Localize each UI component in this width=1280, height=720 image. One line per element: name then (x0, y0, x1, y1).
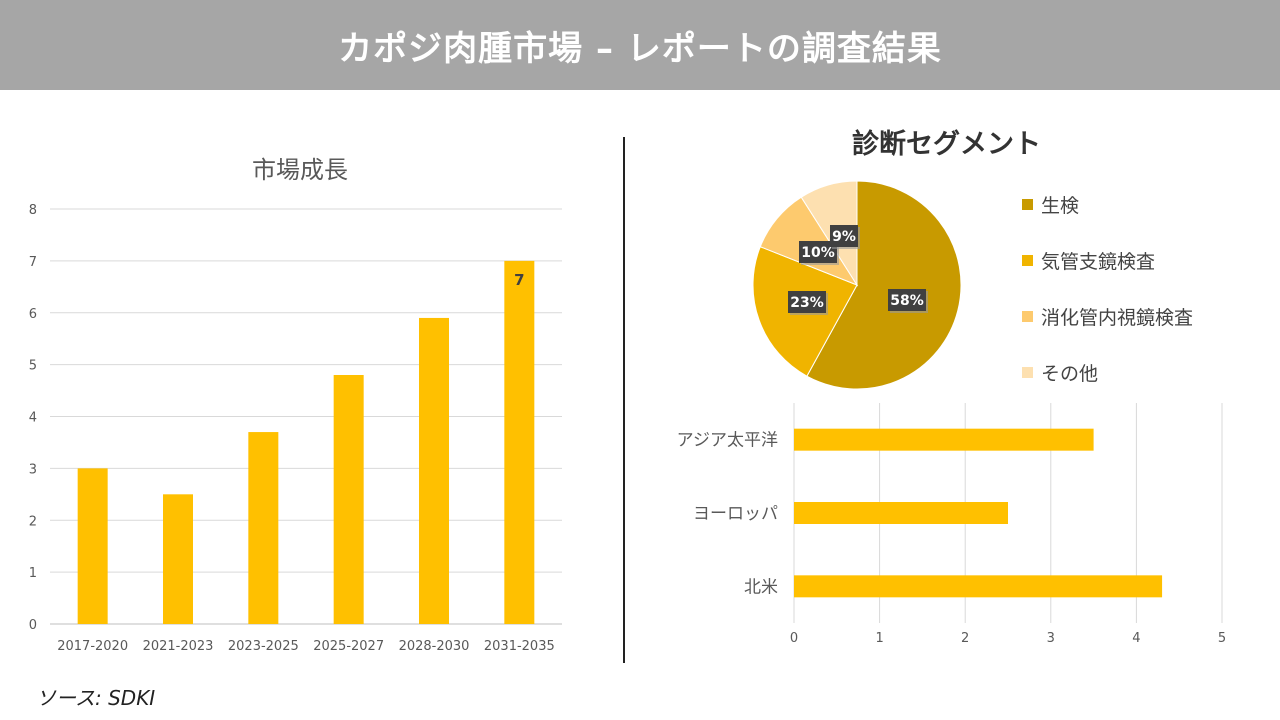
legend-label: 気管支鏡検査 (1041, 250, 1156, 273)
y-category-label: ヨーロッパ (693, 504, 778, 524)
y-tick-label: 4 (29, 411, 37, 426)
x-tick-label: 1 (875, 631, 883, 646)
y-category-label: アジア太平洋 (677, 431, 778, 451)
pie-data-label: 9% (832, 229, 856, 245)
x-tick-label: 2025-2027 (313, 639, 384, 654)
y-tick-label: 8 (29, 203, 37, 218)
legend-item: 消化管内視鏡検査 (1022, 302, 1193, 330)
growth-chart-title: 市場成長 (252, 156, 348, 184)
market-growth-chart: 市場成長 0 1 2 3 4 5 6 7 8 2017-2020 2021-2023 2023-202… (29, 156, 562, 654)
source-note: ソース: SDKI (36, 686, 156, 710)
x-tick-label: 0 (790, 631, 798, 646)
bar-2023-2025 (248, 432, 279, 624)
bar-2028-2030 (419, 317, 449, 624)
legend-swatch (1022, 254, 1033, 266)
legend-swatch (1022, 366, 1033, 378)
x-tick-label: 5 (1218, 631, 1226, 646)
bar-2017-2020 (77, 468, 108, 624)
legend-label: 消化管内視鏡検査 (1041, 306, 1194, 329)
pie-data-label: 58% (890, 293, 924, 309)
legend-label: 生検 (1041, 194, 1080, 217)
x-tick-label: 2031-2035 (484, 639, 555, 654)
pie-data-label: 23% (790, 295, 824, 311)
pie-slice-生検 (806, 180, 962, 390)
legend-item: 生検 (1022, 190, 1193, 218)
bar-ヨーロッパ (794, 502, 1008, 524)
data-label-box (788, 291, 826, 313)
y-category-label: 北米 (744, 577, 778, 597)
bar-data-label: 7 (514, 271, 524, 289)
y-tick-label: 1 (29, 566, 37, 581)
data-label-box (799, 241, 837, 263)
bar-アジア太平洋 (794, 428, 1094, 451)
y-tick-label: 5 (29, 359, 37, 374)
legend-swatch (1022, 310, 1033, 322)
x-tick-label: 2021-2023 (143, 639, 214, 654)
x-tick-label: 4 (1132, 631, 1140, 646)
pie-slice-その他 (800, 180, 858, 287)
y-tick-label: 7 (29, 255, 37, 270)
bar-北米 (794, 575, 1163, 598)
legend-label: その他 (1041, 362, 1099, 385)
legend-swatch (1022, 198, 1033, 210)
header-banner: カポジ肉腫市場 – レポートの調査結果 (0, 0, 1280, 90)
x-tick-label: 2023-2025 (228, 639, 299, 654)
pie-chart-title: 診断セグメント (852, 129, 1041, 160)
pie-data-label: 10% (801, 245, 835, 261)
legend-item: その他 (1022, 358, 1193, 386)
x-tick-label: 2028-2030 (399, 639, 470, 654)
data-label-box (888, 289, 926, 311)
bar-2025-2027 (333, 375, 364, 624)
y-tick-label: 0 (29, 618, 37, 633)
pie-legend: 生検気管支鏡検査消化管内視鏡検査 その他 (1022, 190, 1193, 414)
x-tick-label: 3 (1047, 631, 1055, 646)
legend-item: 気管支鏡検査 (1022, 246, 1193, 274)
page-title: カポジ肉腫市場 – レポートの調査結果 (338, 28, 942, 69)
x-tick-label: 2 (961, 631, 969, 646)
divider (623, 137, 625, 663)
x-tick-label: 2017-2020 (57, 639, 128, 654)
bar-2031-2035 (504, 260, 535, 624)
y-tick-label: 2 (29, 514, 37, 529)
y-tick-label: 6 (29, 307, 37, 322)
diagnosis-pie-chart: 58% 23% 10%9% (752, 180, 962, 390)
data-label-box (830, 225, 858, 247)
y-tick-label: 3 (29, 462, 37, 477)
bar-2021-2023 (163, 494, 193, 624)
